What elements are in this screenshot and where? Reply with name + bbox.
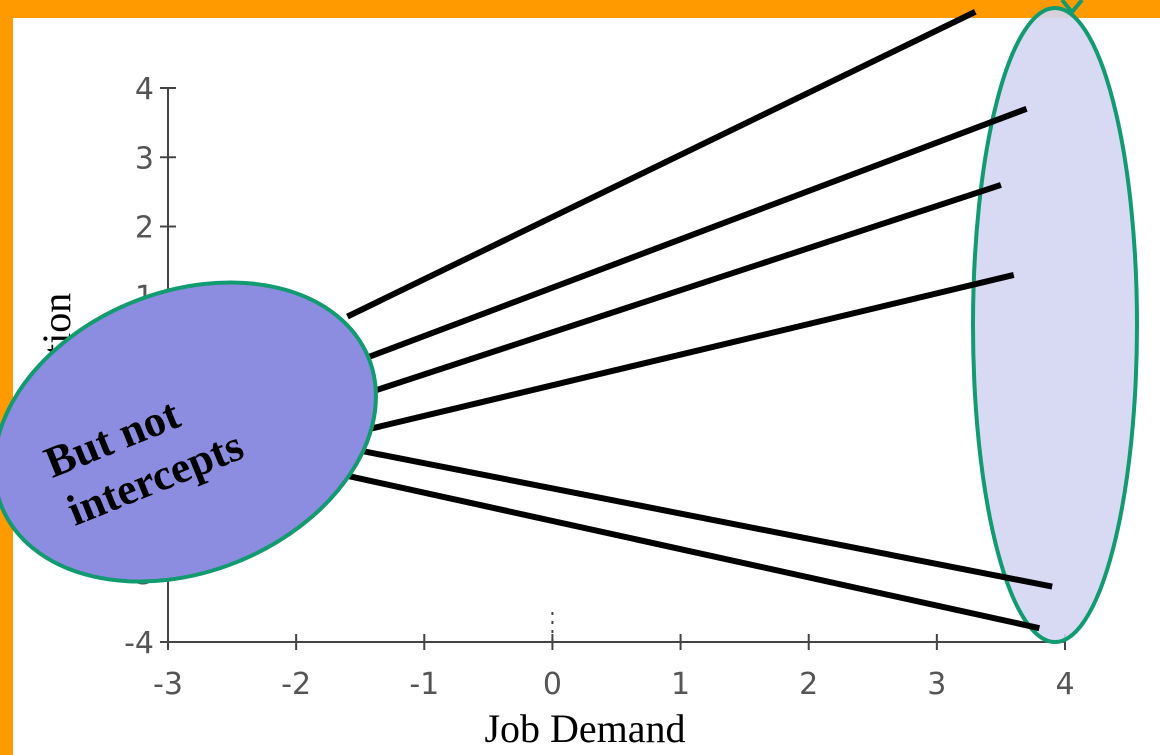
y-tick-label: 2 [135, 211, 154, 246]
intercepts-callout-ellipse [0, 280, 378, 584]
y-tick-label: 3 [135, 141, 154, 176]
regression-line-6 [346, 472, 1041, 632]
top-frame-bar [0, 0, 1160, 18]
left-frame-bar [0, 0, 13, 755]
y-tick-label: -4 [124, 626, 154, 661]
regression-line-1 [346, 9, 977, 320]
x-tick-label: 4 [1055, 667, 1074, 702]
slopes-highlight-ellipse [971, 6, 1139, 644]
x-tick-label: -2 [281, 667, 311, 702]
regression-line-3 [346, 182, 1002, 403]
y-tick-label: 4 [135, 72, 154, 107]
x-tick-label: 2 [799, 667, 818, 702]
top-right-pointer [1060, 0, 1084, 16]
x-tick-label: -1 [409, 667, 439, 702]
regression-line-2 [346, 105, 1028, 368]
x-tick-label: 0 [543, 667, 562, 702]
x-tick-label: 1 [671, 667, 690, 702]
x-tick-label: -3 [153, 667, 183, 702]
x-axis-label: Job Demand [484, 706, 685, 751]
regression-line-5 [346, 445, 1053, 590]
regression-line-4 [346, 272, 1015, 438]
x-tick-label: 3 [927, 667, 946, 702]
